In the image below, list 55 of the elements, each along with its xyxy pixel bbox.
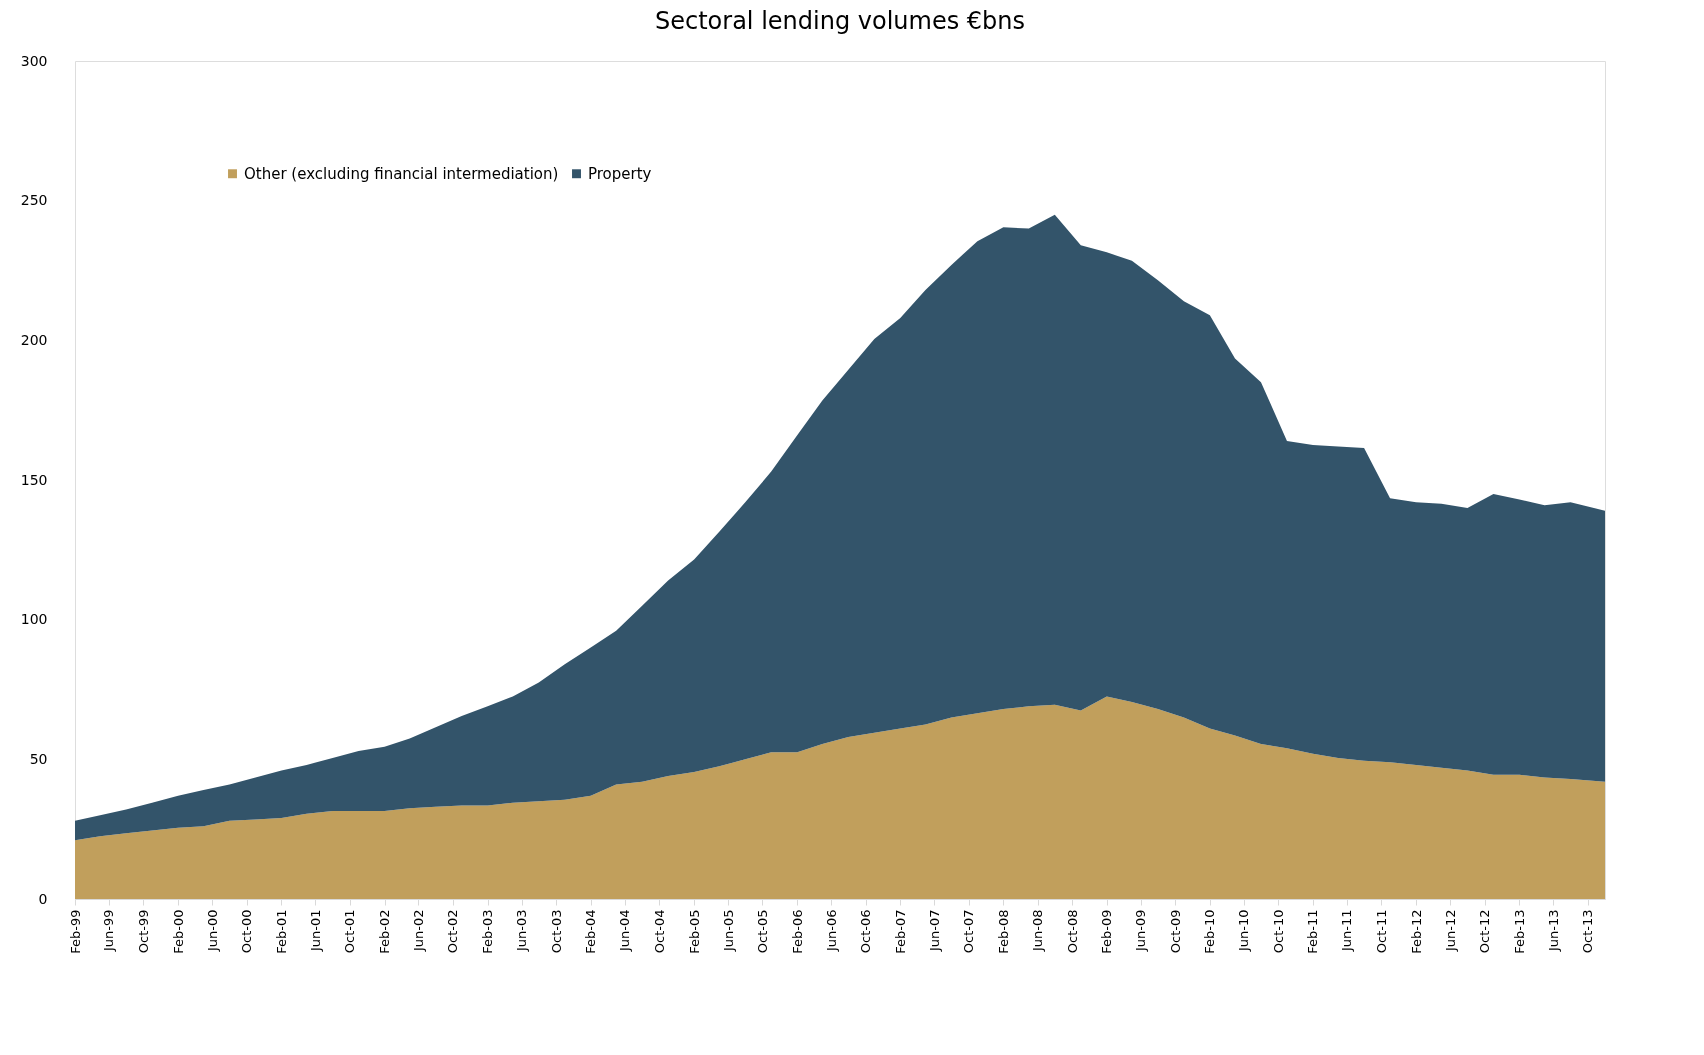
y-tick-label: 250 (20, 192, 48, 209)
y-tick-label: 300 (20, 52, 48, 69)
y-tick-label: 200 (20, 331, 48, 348)
x-tick-label: Feb-09 (1099, 909, 1115, 954)
x-tick-label: Feb-08 (995, 909, 1011, 954)
x-tick-label: Feb-10 (1202, 909, 1218, 954)
x-tick-label: Oct-11 (1373, 909, 1389, 954)
x-tick-label: Jun-09 (1133, 909, 1149, 953)
x-tick-label: Oct-06 (858, 909, 874, 954)
x-tick-label: Feb-02 (377, 909, 393, 954)
x-tick-label: Jun-11 (1339, 909, 1355, 953)
x-tick-label: Feb-00 (170, 909, 186, 954)
chart-title: Sectoral lending volumes €bns (654, 7, 1026, 35)
x-tick-label: Feb-13 (1511, 909, 1527, 954)
y-tick-label: 0 (38, 890, 48, 907)
x-tick-label: Feb-11 (1305, 909, 1321, 954)
x-tick-label: Jun-10 (1236, 909, 1252, 953)
x-tick-label: Oct-99 (135, 909, 151, 954)
x-tick-label: Feb-04 (583, 909, 599, 954)
x-tick-label: Feb-01 (273, 909, 289, 954)
x-tick-label: Oct-13 (1580, 909, 1596, 954)
x-tick-label: Feb-05 (686, 909, 702, 954)
x-tick-label: Oct-09 (1167, 909, 1183, 954)
x-tick-label: Jun-06 (823, 909, 839, 953)
x-tick-label: Feb-03 (480, 909, 496, 954)
legend-label: Other (excluding financial intermediation) (244, 164, 559, 183)
x-tick-label: Jun-01 (307, 909, 323, 953)
x-tick-label: Jun-08 (1030, 909, 1046, 953)
x-tick-label: Feb-99 (67, 909, 83, 954)
x-tick-label: Oct-02 (445, 909, 461, 954)
x-tick-label: Oct-05 (754, 909, 770, 954)
x-tick-label: Jun-04 (617, 909, 633, 953)
x-tick-label: Oct-04 (651, 909, 667, 954)
x-tick-label: Oct-10 (1270, 909, 1286, 954)
x-tick-label: Jun-00 (204, 909, 220, 953)
x-tick-label: Jun-02 (410, 909, 426, 953)
x-tick-label: Oct-12 (1477, 909, 1493, 954)
x-tick-label: Oct-07 (961, 909, 977, 954)
y-tick-label: 50 (29, 750, 48, 767)
x-tick-label: Jun-07 (926, 909, 942, 953)
y-tick-label: 150 (20, 471, 48, 488)
x-tick-label: Jun-03 (514, 909, 530, 953)
x-tick-label: Jun-12 (1442, 909, 1458, 953)
legend-label: Property (588, 164, 652, 183)
x-tick-label: Jun-13 (1545, 909, 1561, 953)
x-tick-label: Feb-07 (892, 909, 908, 954)
x-tick-label: Jun-05 (720, 909, 736, 953)
y-tick-label: 100 (20, 611, 48, 628)
x-tick-label: Jun-99 (101, 909, 117, 953)
x-tick-label: Feb-06 (789, 909, 805, 954)
x-tick-label: Oct-00 (239, 909, 255, 954)
x-tick-label: Oct-08 (1064, 909, 1080, 954)
x-tick-label: Feb-12 (1408, 909, 1424, 954)
x-tick-label: Oct-01 (342, 909, 358, 954)
x-tick-label: Oct-03 (548, 909, 564, 954)
